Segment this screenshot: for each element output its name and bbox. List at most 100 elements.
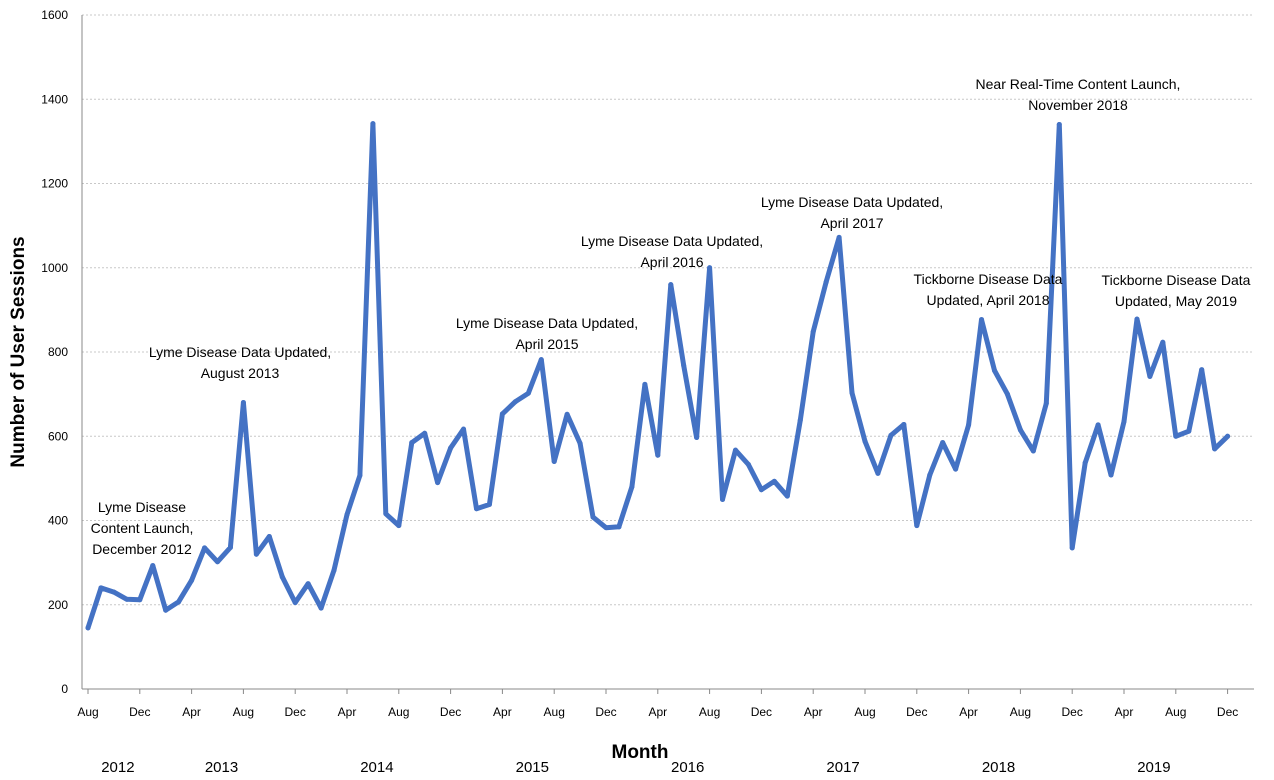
data-point <box>992 368 997 374</box>
data-point <box>1030 448 1036 454</box>
y-tick-label: 1000 <box>41 261 68 275</box>
data-point <box>642 381 648 387</box>
x-tick-label: Aug <box>854 705 875 719</box>
data-point <box>745 461 751 467</box>
data-point <box>1134 316 1140 322</box>
annotation-label: Lyme Disease Data Updated, April 2015 <box>456 315 638 352</box>
data-point <box>279 574 285 580</box>
x-tick-label: Dec <box>595 705 616 719</box>
data-point <box>707 265 713 271</box>
data-point <box>1147 373 1153 379</box>
data-point <box>979 317 985 323</box>
data-point <box>655 452 661 458</box>
data-point <box>1160 339 1166 345</box>
data-points <box>85 121 1231 631</box>
data-point <box>1082 460 1088 466</box>
y-tick-label: 400 <box>48 514 68 528</box>
data-point <box>1043 400 1049 406</box>
data-point <box>163 607 169 613</box>
data-point <box>409 440 415 446</box>
data-point <box>240 400 246 406</box>
x-tick-label: Aug <box>1010 705 1031 719</box>
data-point <box>227 544 233 550</box>
data-point <box>849 390 855 396</box>
data-point <box>927 472 933 478</box>
data-point <box>940 440 946 446</box>
year-label: 2018 <box>982 759 1015 776</box>
data-point <box>253 551 259 557</box>
data-point <box>1186 428 1192 434</box>
data-point <box>344 512 350 518</box>
data-point <box>1017 427 1023 433</box>
data-point <box>150 563 156 569</box>
data-point <box>422 430 428 436</box>
y-axis-title: Number of User Sessions <box>8 236 29 467</box>
data-point <box>1004 391 1010 397</box>
annotation-label: Lyme Disease Data Updated, August 2013 <box>149 344 331 381</box>
data-point <box>551 459 557 465</box>
year-label: 2012 <box>101 759 134 776</box>
data-point <box>771 478 777 484</box>
x-tick-label: Aug <box>1165 705 1186 719</box>
x-tick-label: Aug <box>233 705 254 719</box>
data-point <box>564 411 570 417</box>
annotation-label: Near Real-Time Content Launch, November 2… <box>976 76 1181 113</box>
data-point <box>383 511 389 517</box>
data-point <box>966 422 972 428</box>
data-point <box>1225 433 1231 439</box>
data-point <box>538 357 544 363</box>
data-point <box>202 545 208 551</box>
data-point <box>331 567 337 573</box>
data-point <box>810 329 816 335</box>
data-point <box>733 447 738 453</box>
data-point <box>720 496 726 502</box>
x-tick-label: Dec <box>1062 705 1083 719</box>
data-point <box>512 399 518 405</box>
data-point <box>914 523 920 529</box>
data-point <box>292 600 298 606</box>
data-point <box>124 596 130 602</box>
data-point <box>629 484 635 490</box>
year-label: 2016 <box>671 759 704 776</box>
data-point <box>396 523 402 529</box>
data-point <box>616 524 622 530</box>
data-point <box>784 493 790 499</box>
x-tick-label: Dec <box>285 705 306 719</box>
x-tick-label: Dec <box>751 705 772 719</box>
data-point <box>499 411 505 417</box>
data-point <box>681 362 687 368</box>
data-point <box>435 480 441 486</box>
x-tick-label: Aug <box>388 705 409 719</box>
y-tick-label: 0 <box>61 682 68 696</box>
data-point <box>862 438 868 444</box>
x-tick-label: Dec <box>440 705 461 719</box>
data-point <box>875 470 881 476</box>
y-tick-label: 1600 <box>41 8 68 22</box>
x-tick-label: Apr <box>804 705 823 719</box>
data-point <box>823 279 829 285</box>
x-tick-labels: Aug Dec Apr Aug Dec Apr Aug Dec Apr Aug Dec Apr Aug D… <box>77 689 1238 719</box>
data-point <box>266 534 272 540</box>
y-tick-labels: 0 200 400 600 800 1000 1200 1400 1600 <box>41 8 68 696</box>
data-point <box>590 514 596 520</box>
data-point <box>98 585 104 591</box>
y-tick-label: 600 <box>48 429 68 443</box>
data-point <box>888 432 894 438</box>
x-tick-label: Apr <box>182 705 201 719</box>
data-point <box>1056 122 1062 128</box>
y-tick-label: 1400 <box>41 92 68 106</box>
data-point <box>1212 446 1218 452</box>
annotation-label: Lyme Disease Data Updated, April 2017 <box>761 194 943 231</box>
x-tick-label: Apr <box>959 705 978 719</box>
x-tick-label: Apr <box>493 705 512 719</box>
year-label: 2015 <box>516 759 549 776</box>
data-point <box>176 599 182 605</box>
data-point <box>189 577 195 583</box>
data-point <box>215 559 220 565</box>
y-tick-label: 800 <box>48 345 68 359</box>
y-tick-label: 200 <box>48 598 68 612</box>
data-point <box>111 589 117 595</box>
data-point <box>603 525 609 531</box>
year-label: 2014 <box>360 759 393 776</box>
x-tick-label: Dec <box>1217 705 1238 719</box>
